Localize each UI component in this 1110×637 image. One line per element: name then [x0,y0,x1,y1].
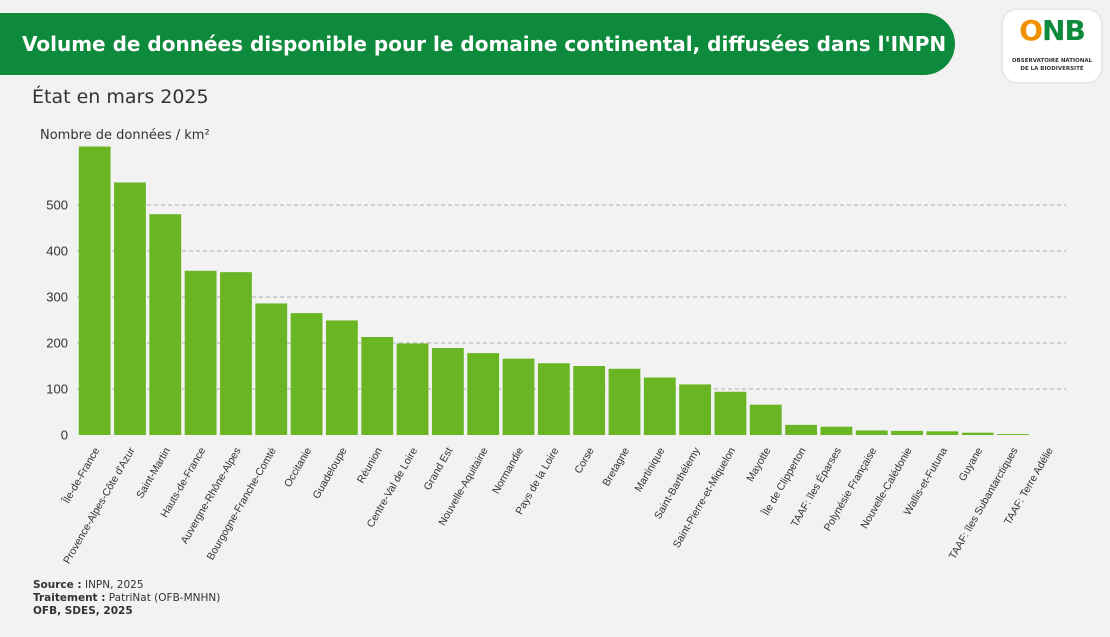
y-tick-300: 300 [46,290,68,305]
x-label-occitanie: Occitanie [282,445,314,489]
y-tick-100: 100 [46,382,68,397]
bar-ile-de-clipperton [785,424,817,435]
bar-taaf-iles-eparses [820,426,853,435]
bar-nouvelle-caledonie [891,430,923,435]
bar-guadeloupe [326,320,358,435]
bar-auvergne-rhone-alpes [220,272,252,435]
bar-nouvelle-aquitaine [467,353,500,435]
credit-line: OFB, SDES, 2025 [33,605,133,617]
bar-hauts-de-france [184,270,217,435]
x-label-grand-est: Grand Est [421,445,455,492]
bar-corse [573,366,606,435]
x-label-guadeloupe: Guadeloupe [311,445,350,501]
x-label-mayotte: Mayotte [744,445,773,483]
onb-logo-mark: ONB [1019,14,1086,47]
x-label-corse: Corse [572,445,596,475]
x-label-bourgogne-franche-comte: Bourgogne-Franche-Comté [205,445,279,562]
bar-occitanie [290,313,323,435]
y-tick-labels: 0 100 200 300 400 500 [46,198,68,443]
source-line: Source : INPN, 2025 [33,579,144,591]
bar-grand-est [431,348,464,435]
x-label-bretagne: Bretagne [600,445,632,488]
x-label-saint-martin: Saint-Martin [134,445,173,500]
bar-ile-de-france [78,146,111,435]
x-label-taaf-iles-subantarctiques: TAAF: îles Subantarctiques [947,445,1021,561]
bar-mayotte [749,404,782,435]
bar-polynesie-francaise [855,430,888,435]
x-label-saint-pierre-et-miquelon: Saint-Pierre-et-Miquelon [671,445,738,550]
bar-taaf-iles-subantarctiques [997,434,1029,435]
onb-logo: ONB OBSERVATOIRE NATIONAL DE LA BIODIVER… [1003,10,1101,82]
chart-title: Volume de données disponible pour le dom… [22,32,947,56]
bars [78,146,1029,435]
title-banner: Volume de données disponible pour le dom… [0,13,955,75]
traitement-line: Traitement : PatriNat (OFB-MNHN) [33,592,221,604]
bar-normandie [502,358,535,435]
onb-logo-line2: DE LA BIODIVERSITÉ [1020,66,1084,72]
bar-saint-barthelemy [679,384,712,435]
y-tick-400: 400 [46,244,68,259]
x-label-guyane: Guyane [957,445,986,483]
bar-wallis-et-futuna [926,431,959,435]
bar-saint-martin [149,214,182,435]
y-tick-200: 200 [46,336,68,351]
y-tick-500: 500 [46,198,68,213]
bar-centre-val-de-loire [396,343,429,435]
bar-saint-pierre-et-miquelon [714,391,747,435]
onb-logo-line1: OBSERVATOIRE NATIONAL [1011,58,1093,64]
bar-guyane [961,432,994,435]
bar-bourgogne-franche-comte [255,303,288,435]
footer: Source : INPN, 2025 Traitement : PatriNa… [33,579,220,618]
chart-subtitle: État en mars 2025 [32,86,209,108]
x-label-ile-de-france: Île-de-France [59,445,102,507]
bar-bretagne [608,368,641,435]
y-tick-0: 0 [61,428,68,443]
bar-provence-alpes-cote-d-azur [114,182,146,435]
x-label-reunion: Réunion [355,445,385,485]
bar-pays-de-la-loire [537,363,570,435]
bar-reunion [361,337,394,435]
bar-martinique [643,377,676,435]
x-label-martinique: Martinique [632,445,667,494]
x-label-provence-alpes-cote-d-azur: Provence-Alpes-Côte d'Azur [61,445,138,566]
x-label-normandie: Normandie [490,445,526,496]
y-axis-label: Nombre de données / km² [40,128,210,143]
